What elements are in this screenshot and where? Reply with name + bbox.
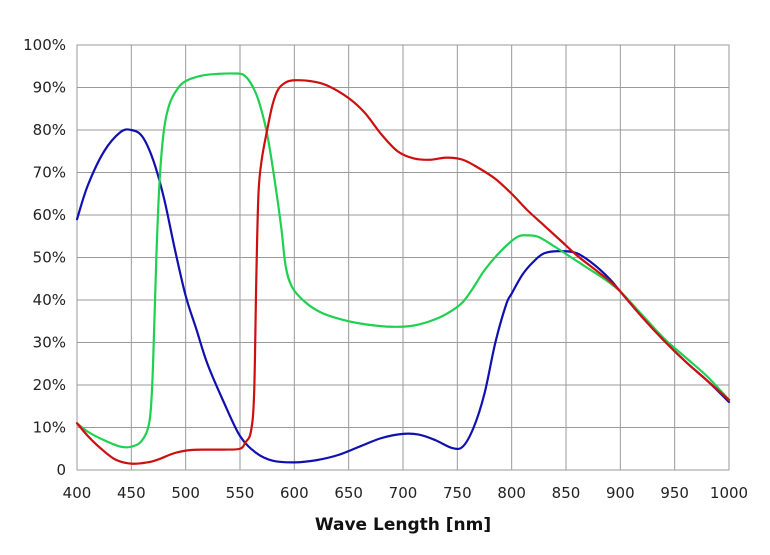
y-tick-label: 90% (33, 79, 66, 97)
x-tick-label: 600 (280, 484, 309, 502)
series-line-0 (75, 128, 731, 464)
x-tick-label: 700 (389, 484, 418, 502)
x-tick-label: 850 (552, 484, 581, 502)
y-tick-label: 80% (33, 121, 66, 139)
x-tick-label: 900 (606, 484, 635, 502)
x-tick-label: 1000 (710, 484, 748, 502)
y-tick-label: 0 (56, 461, 66, 479)
y-tick-label: 20% (33, 376, 66, 394)
y-tick-label: 40% (33, 291, 66, 309)
y-tick-label: 10% (33, 419, 66, 437)
y-tick-label: 60% (33, 206, 66, 224)
x-tick-label: 750 (443, 484, 472, 502)
x-tick-label: 650 (334, 484, 363, 502)
x-axis-ticks: 400 450 500 550 600 650 700 750 800 850 900 950 1000 (63, 484, 748, 502)
x-tick-label: 550 (226, 484, 255, 502)
grid (76, 44, 730, 471)
x-axis-label: Wave Length [nm] (315, 515, 491, 535)
x-tick-label: 450 (117, 484, 146, 502)
series-line-2 (75, 79, 731, 465)
y-tick-label: 70% (33, 164, 66, 182)
x-tick-label: 400 (63, 484, 92, 502)
x-tick-label: 500 (171, 484, 200, 502)
plot-frame (76, 44, 730, 471)
x-tick-label: 950 (660, 484, 689, 502)
y-tick-label: 30% (33, 334, 66, 352)
y-tick-label: 100% (23, 36, 66, 54)
series-group (75, 72, 731, 465)
y-tick-label: 50% (33, 249, 66, 267)
x-tick-label: 800 (497, 484, 526, 502)
series-line-1 (75, 72, 731, 449)
y-axis-ticks: 0 10% 20% 30% 40% 50% 60% 70% 80% 90% 100% (23, 36, 66, 479)
